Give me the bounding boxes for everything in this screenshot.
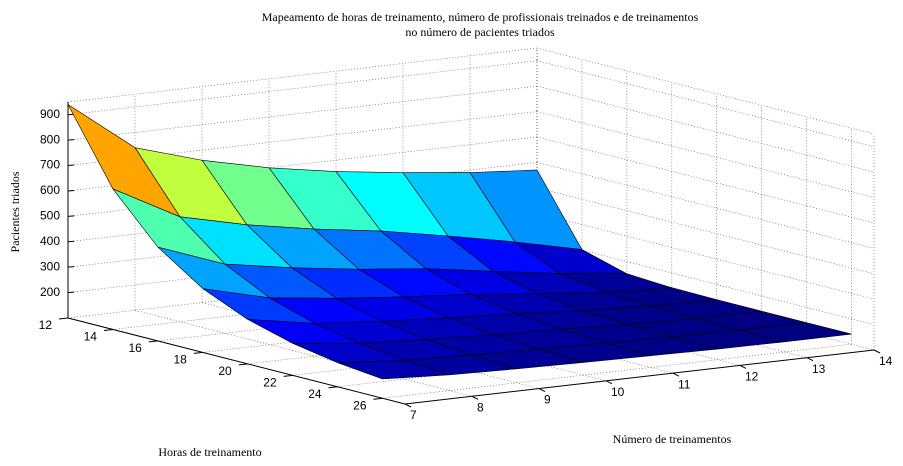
x-tick-label: 24 xyxy=(308,387,322,401)
y-tick xyxy=(739,364,747,369)
z-tick-label: 600 xyxy=(40,183,60,197)
y-tick-label: 10 xyxy=(611,385,625,399)
z-tick xyxy=(67,164,75,167)
y-tick-label: 12 xyxy=(745,370,759,384)
x-tick xyxy=(283,374,293,377)
z-tick-label: 900 xyxy=(40,107,60,121)
grid-line xyxy=(67,85,538,141)
z-axis-label: Pacientes triados xyxy=(8,171,22,252)
x-tick xyxy=(193,351,203,354)
grid-line xyxy=(536,212,875,300)
x-tick-label: 22 xyxy=(263,376,277,390)
box-edge xyxy=(536,47,875,135)
y-tick xyxy=(605,380,613,385)
y-tick-label: 11 xyxy=(678,377,691,391)
z-tick-label: 500 xyxy=(40,209,60,223)
y-tick-label: 9 xyxy=(544,393,551,407)
grid-line xyxy=(382,343,852,399)
y-tick xyxy=(873,349,881,354)
x-tick-label: 16 xyxy=(129,341,143,355)
y-tick xyxy=(471,395,479,400)
z-tick xyxy=(67,139,75,141)
x-tick xyxy=(373,397,383,400)
chart-title: Mapeamento de horas de treinamento, núme… xyxy=(262,10,699,24)
x-tick-label: 26 xyxy=(353,398,367,412)
x-tick xyxy=(148,340,158,343)
x-tick-label: 12 xyxy=(39,318,53,332)
z-tick xyxy=(67,291,75,294)
z-tick-label: 400 xyxy=(40,234,60,248)
y-tick xyxy=(404,403,412,408)
y-tick xyxy=(538,388,546,393)
y-axis xyxy=(404,349,875,405)
x-tick xyxy=(238,363,248,366)
y-tick-label: 13 xyxy=(812,362,826,376)
z-tick xyxy=(67,189,75,192)
z-tick xyxy=(67,240,75,243)
grid-line xyxy=(536,136,875,224)
grid-line xyxy=(536,85,875,173)
x-tick-label: 18 xyxy=(173,353,187,367)
grid-line xyxy=(134,309,473,397)
y-tick-label: 7 xyxy=(410,408,417,422)
z-tick-label: 200 xyxy=(40,285,60,299)
x-tick xyxy=(58,317,69,320)
y-tick xyxy=(672,372,680,377)
y-axis-label: Número de treinamentos xyxy=(613,432,732,446)
grid-line xyxy=(536,60,875,147)
z-tick xyxy=(67,266,75,268)
x-tick-label: 20 xyxy=(218,364,232,378)
y-tick-label: 14 xyxy=(879,354,893,368)
grid-line xyxy=(67,60,538,116)
x-axis xyxy=(67,317,406,405)
y-tick-label: 8 xyxy=(477,400,484,414)
x-tick-label: 14 xyxy=(84,330,98,344)
z-tick-label: 800 xyxy=(40,132,60,146)
box-edge xyxy=(67,47,538,103)
z-tick-label: 300 xyxy=(40,259,60,273)
grid-line xyxy=(536,162,875,249)
z-tick-label: 700 xyxy=(40,158,60,172)
grid-line xyxy=(536,187,875,275)
x-tick xyxy=(103,328,113,331)
z-tick xyxy=(67,215,75,217)
grid-line xyxy=(536,238,875,325)
grid-line xyxy=(536,111,875,198)
chart-title: no número de pacientes triados xyxy=(405,25,555,39)
y-tick xyxy=(806,357,814,362)
x-tick xyxy=(328,386,338,389)
surface-patch xyxy=(337,359,450,380)
x-axis-label: Horas de treinamento xyxy=(158,445,261,459)
